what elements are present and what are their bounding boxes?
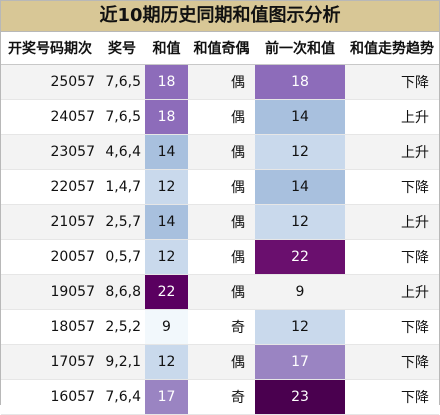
table-row: 20057 0,5,7 12 偶 22 下降: [1, 239, 439, 275]
cell-numbers: 7,6,5: [99, 64, 145, 100]
cell-prev-sum: 22: [255, 239, 345, 275]
cell-period: 18057: [1, 309, 99, 345]
cell-prev-sum: 14: [255, 99, 345, 135]
cell-parity: 偶: [188, 344, 255, 380]
table-row: 16057 7,6,4 17 奇 23 下降: [1, 379, 439, 415]
col-header-prev-sum: 前一次和值: [255, 32, 345, 65]
col-header-numbers: 奖号: [99, 32, 145, 65]
cell-parity: 偶: [188, 169, 255, 205]
cell-numbers: 4,6,4: [99, 134, 145, 170]
cell-sum: 12: [145, 239, 188, 275]
cell-parity: 偶: [188, 239, 255, 275]
cell-prev-sum: 23: [255, 379, 345, 415]
cell-numbers: 0,5,7: [99, 239, 145, 275]
table-body: 25057 7,6,5 18 偶 18 下降 24057 7,6,5 18 偶 14 上升 23057 4…: [1, 64, 439, 415]
cell-trend: 上升: [345, 99, 439, 135]
cell-sum: 12: [145, 169, 188, 205]
cell-numbers: 7,6,4: [99, 379, 145, 415]
cell-prev-sum: 12: [255, 309, 345, 345]
cell-parity: 偶: [188, 99, 255, 135]
cell-sum: 18: [145, 99, 188, 135]
cell-sum: 22: [145, 274, 188, 310]
cell-prev-sum: 18: [255, 64, 345, 100]
history-table: 开奖号码期次 奖号 和值 和值奇偶 前一次和值 和值走势趋势 25057 7,6,…: [1, 32, 439, 415]
cell-trend: 上升: [345, 204, 439, 240]
col-header-sum: 和值: [145, 32, 188, 65]
cell-parity: 偶: [188, 134, 255, 170]
cell-period: 21057: [1, 204, 99, 240]
cell-trend: 上升: [345, 134, 439, 170]
cell-prev-sum: 9: [255, 274, 345, 310]
cell-sum: 17: [145, 379, 188, 415]
cell-period: 16057: [1, 379, 99, 415]
table-row: 21057 2,5,7 14 偶 12 上升: [1, 204, 439, 240]
cell-trend: 下降: [345, 379, 439, 415]
cell-numbers: 9,2,1: [99, 344, 145, 380]
cell-trend: 下降: [345, 239, 439, 275]
panel-title: 近10期历史同期和值图示分析: [1, 1, 439, 32]
table-row: 24057 7,6,5 18 偶 14 上升: [1, 99, 439, 135]
cell-trend: 上升: [345, 274, 439, 310]
cell-numbers: 2,5,7: [99, 204, 145, 240]
cell-trend: 下降: [345, 309, 439, 345]
cell-period: 20057: [1, 239, 99, 275]
table-row: 18057 2,5,2 9 奇 12 下降: [1, 309, 439, 345]
cell-numbers: 8,6,8: [99, 274, 145, 310]
cell-parity: 奇: [188, 309, 255, 345]
cell-period: 19057: [1, 274, 99, 310]
cell-numbers: 7,6,5: [99, 99, 145, 135]
cell-numbers: 2,5,2: [99, 309, 145, 345]
cell-prev-sum: 12: [255, 204, 345, 240]
cell-sum: 9: [145, 309, 188, 345]
cell-trend: 下降: [345, 344, 439, 380]
table-row: 23057 4,6,4 14 偶 12 上升: [1, 134, 439, 170]
cell-sum: 12: [145, 344, 188, 380]
cell-sum: 18: [145, 64, 188, 100]
cell-sum: 14: [145, 204, 188, 240]
cell-parity: 偶: [188, 274, 255, 310]
cell-numbers: 1,4,7: [99, 169, 145, 205]
cell-trend: 下降: [345, 169, 439, 205]
cell-trend: 下降: [345, 64, 439, 100]
cell-period: 25057: [1, 64, 99, 100]
table-row: 17057 9,2,1 12 偶 17 下降: [1, 344, 439, 380]
col-header-parity: 和值奇偶: [188, 32, 255, 65]
cell-period: 22057: [1, 169, 99, 205]
cell-parity: 奇: [188, 379, 255, 415]
cell-prev-sum: 12: [255, 134, 345, 170]
cell-period: 17057: [1, 344, 99, 380]
cell-period: 23057: [1, 134, 99, 170]
cell-parity: 偶: [188, 204, 255, 240]
cell-sum: 14: [145, 134, 188, 170]
cell-prev-sum: 17: [255, 344, 345, 380]
cell-parity: 偶: [188, 64, 255, 100]
table-row: 25057 7,6,5 18 偶 18 下降: [1, 64, 439, 100]
header-row: 开奖号码期次 奖号 和值 和值奇偶 前一次和值 和值走势趋势: [1, 32, 439, 65]
cell-prev-sum: 14: [255, 169, 345, 205]
table-row: 22057 1,4,7 12 偶 14 下降: [1, 169, 439, 205]
col-header-trend: 和值走势趋势: [345, 32, 439, 65]
cell-period: 24057: [1, 99, 99, 135]
table-row: 19057 8,6,8 22 偶 9 上升: [1, 274, 439, 310]
col-header-period: 开奖号码期次: [1, 32, 99, 65]
